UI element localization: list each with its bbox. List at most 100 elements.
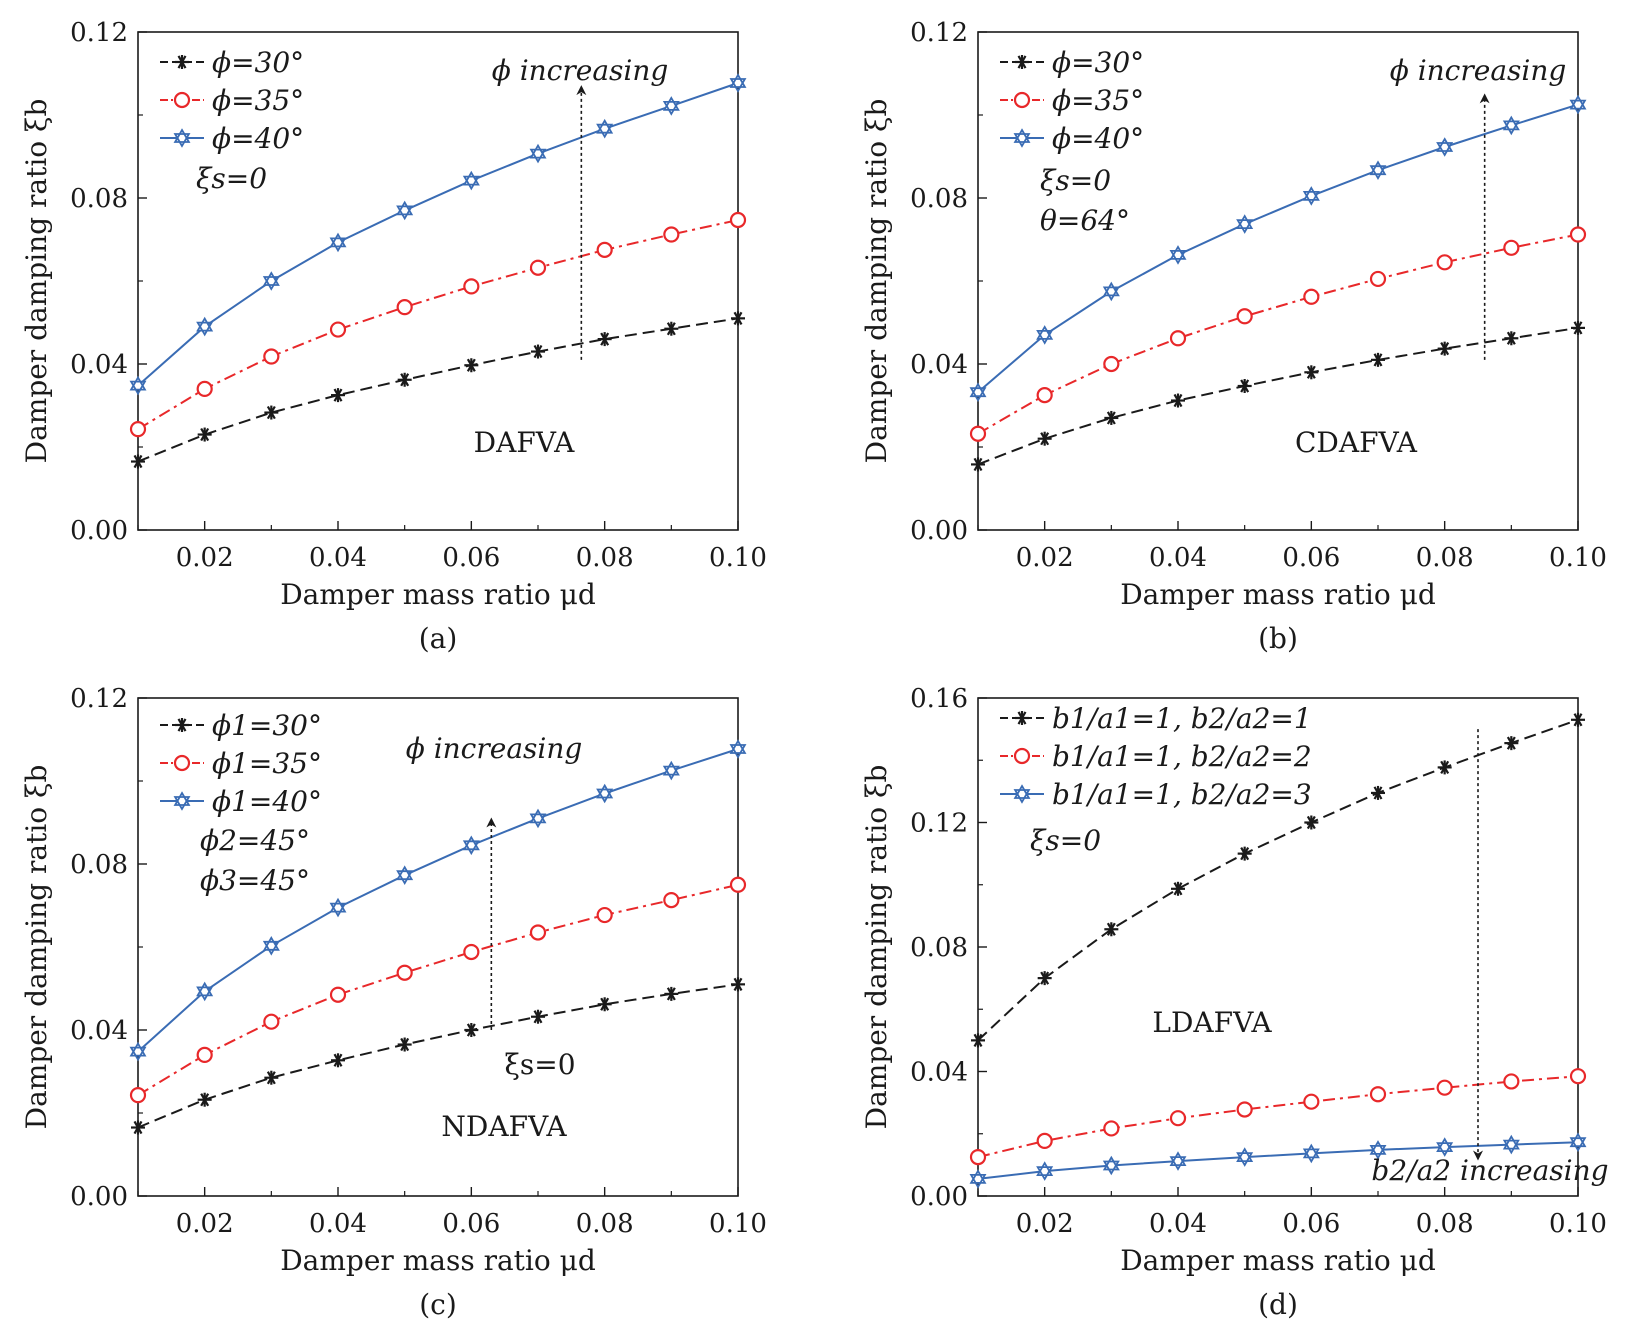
data-point — [1502, 1134, 1520, 1155]
x-tick-label: 0.08 — [576, 543, 634, 573]
legend-marker — [1013, 128, 1031, 148]
legend-entry: ϕ1=35° — [160, 747, 322, 780]
data-point — [1369, 270, 1387, 288]
y-tick-label: 0.04 — [70, 1016, 128, 1046]
data-point — [1371, 785, 1385, 800]
data-point — [1369, 160, 1387, 181]
x-tick-label: 0.08 — [1416, 543, 1474, 573]
legend-note: ξs=0 — [1030, 824, 1101, 857]
data-point — [1436, 254, 1453, 271]
data-point — [1569, 226, 1587, 243]
data-point — [331, 388, 345, 403]
series-line — [137, 983, 739, 1129]
plot-label: ξs=0 — [504, 1048, 575, 1081]
data-point — [529, 924, 547, 941]
panel-c: 0.02 0.04 0.06 0.08 0.10 0.00 0.04 0.08 0.12 Damp… — [20, 684, 767, 1321]
legend-label: ϕ=40° — [212, 122, 304, 155]
data-point — [1304, 365, 1319, 380]
data-point — [262, 271, 280, 291]
x-tick-label: 0.02 — [1016, 543, 1074, 573]
data-point — [729, 73, 747, 93]
data-point — [263, 1013, 280, 1030]
data-point — [663, 892, 680, 909]
data-point — [597, 997, 612, 1012]
x-axis-label: Damper mass ratio μd — [1120, 1244, 1436, 1277]
data-point — [969, 1169, 987, 1189]
panel-b: 0.02 0.04 0.06 0.08 0.10 0.00 0.04 0.08 0.12 Damp… — [860, 18, 1607, 655]
legend-marker — [173, 128, 191, 148]
legend-label: b1/a1=1, b2/a2=1 — [1052, 702, 1312, 735]
x-tick-label: 0.02 — [1016, 1209, 1074, 1239]
legend-entry: ϕ=40° — [160, 122, 304, 155]
x-tick-label: 0.10 — [709, 543, 767, 573]
data-point — [1302, 1143, 1320, 1164]
data-point — [129, 421, 147, 438]
data-point — [196, 981, 214, 1002]
data-point — [264, 405, 279, 420]
data-point — [664, 986, 679, 1001]
y-tick-label: 0.00 — [70, 1182, 128, 1212]
series-1 — [969, 1068, 1587, 1166]
legend-entry: ϕ1=40° — [160, 785, 322, 818]
y-tick-label: 0.12 — [70, 18, 128, 48]
series-1 — [969, 226, 1587, 442]
data-point — [196, 1046, 213, 1064]
legend-marker — [1015, 55, 1029, 69]
data-point — [462, 835, 480, 856]
data-point — [1569, 1132, 1587, 1153]
series-line — [137, 748, 739, 1053]
series-line — [137, 883, 739, 1097]
legend-note: ξs=0 — [196, 162, 267, 195]
data-point — [197, 427, 212, 442]
data-point — [1302, 186, 1320, 206]
legend-label: ϕ1=40° — [212, 785, 322, 818]
x-tick-label: 0.06 — [442, 543, 500, 573]
panel-label: (c) — [419, 1288, 457, 1321]
data-point — [1171, 393, 1185, 408]
data-point — [1036, 1161, 1054, 1181]
series-0 — [131, 311, 745, 469]
data-point — [1171, 881, 1185, 896]
series-line — [977, 233, 1579, 435]
series-line — [977, 103, 1579, 393]
series-2 — [129, 739, 747, 1062]
data-point — [1102, 1155, 1120, 1176]
data-point — [1103, 355, 1120, 373]
legend-label: ϕ=40° — [1052, 122, 1144, 155]
legend-entry: b1/a1=1, b2/a2=2 — [1000, 740, 1312, 773]
data-point — [463, 278, 480, 295]
data-point — [329, 232, 347, 253]
data-point — [196, 380, 213, 397]
data-point — [731, 311, 745, 326]
legend-marker — [173, 754, 191, 772]
series-line — [977, 326, 1579, 466]
data-point — [596, 118, 614, 139]
y-tick-label: 0.04 — [910, 1058, 968, 1088]
legend-note: ϕ2=45° — [200, 824, 310, 857]
legend-entry: ϕ=35° — [1000, 84, 1144, 117]
data-point — [1036, 387, 1053, 404]
data-point — [731, 977, 745, 992]
y-tick-label: 0.04 — [910, 350, 968, 380]
x-tick-label: 0.10 — [1549, 543, 1607, 573]
data-point — [1369, 1140, 1387, 1160]
legend-entry: ϕ=40° — [1000, 122, 1144, 155]
legend-entry: ϕ1=30° — [160, 709, 322, 742]
data-point — [464, 358, 479, 373]
plot-label: NDAFVA — [441, 1110, 567, 1143]
panel-label: (d) — [1258, 1288, 1298, 1321]
legend-marker — [1013, 784, 1031, 804]
data-point — [1169, 1110, 1187, 1127]
data-point — [131, 454, 145, 469]
data-point — [1169, 330, 1187, 347]
x-axis-label: Damper mass ratio μd — [1120, 578, 1436, 611]
panel-a: 0.02 0.04 0.06 0.08 0.10 0.00 0.04 0.08 0.12 Damp… — [20, 18, 767, 655]
data-point — [129, 1041, 147, 1062]
data-point — [1104, 922, 1119, 937]
data-point — [1036, 325, 1054, 345]
data-point — [729, 876, 747, 893]
series-line — [137, 82, 739, 387]
plot-label: LDAFVA — [1152, 1006, 1272, 1039]
data-point — [397, 1037, 412, 1052]
